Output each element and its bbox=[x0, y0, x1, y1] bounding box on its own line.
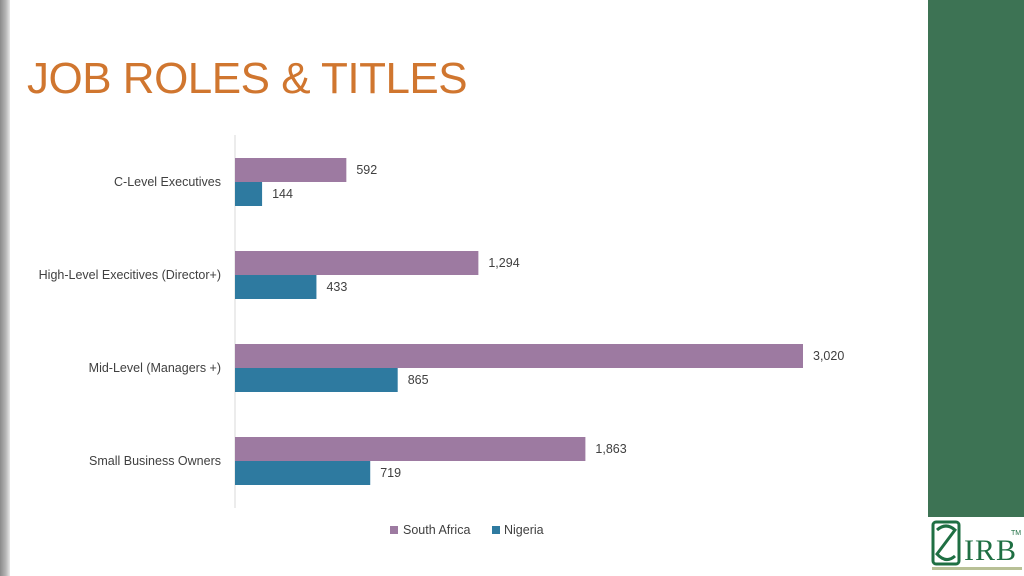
category-label: Mid-Level (Managers +) bbox=[89, 361, 221, 375]
data-label-south-africa: 3,020 bbox=[813, 349, 844, 363]
bar-nigeria bbox=[235, 368, 398, 392]
left-edge-strip bbox=[0, 0, 10, 576]
bar-nigeria bbox=[235, 461, 371, 485]
right-side-panel bbox=[928, 0, 1024, 576]
irb-logo-mark-icon bbox=[931, 520, 961, 566]
labels-layer: C-Level Executives 592 144 High-Level Execi… bbox=[39, 163, 845, 480]
bar-nigeria bbox=[235, 275, 317, 299]
data-label-nigeria: 865 bbox=[408, 373, 429, 387]
irb-logo-text: IRB bbox=[964, 534, 1018, 567]
bar-south-africa bbox=[235, 437, 586, 461]
bar-south-africa bbox=[235, 344, 803, 368]
category-label: High-Level Execitives (Director+) bbox=[39, 268, 221, 282]
legend-swatch-nigeria bbox=[492, 526, 500, 534]
category-label: Small Business Owners bbox=[89, 454, 221, 468]
legend-label-south-africa: South Africa bbox=[403, 523, 470, 537]
bar-chart: C-Level Executives 592 144 High-Level Execi… bbox=[39, 135, 845, 537]
legend-swatch-south-africa bbox=[390, 526, 398, 534]
bars-layer bbox=[235, 158, 803, 485]
legend-label-nigeria: Nigeria bbox=[504, 523, 544, 537]
trademark-mark: TM bbox=[1011, 530, 1022, 537]
data-label-nigeria: 719 bbox=[380, 466, 401, 480]
bar-nigeria bbox=[235, 182, 263, 206]
chart-legend: South Africa Nigeria bbox=[390, 523, 544, 537]
data-label-south-africa: 592 bbox=[356, 163, 377, 177]
data-label-nigeria: 433 bbox=[326, 280, 347, 294]
data-label-nigeria: 144 bbox=[272, 187, 293, 201]
slide-title: JOB ROLES & TITLES bbox=[27, 54, 468, 103]
category-label: C-Level Executives bbox=[114, 175, 221, 189]
data-label-south-africa: 1,863 bbox=[595, 442, 626, 456]
bar-south-africa bbox=[235, 251, 479, 275]
data-label-south-africa: 1,294 bbox=[488, 256, 519, 270]
bar-south-africa bbox=[235, 158, 347, 182]
logo-tagline-graphic bbox=[932, 567, 1022, 570]
